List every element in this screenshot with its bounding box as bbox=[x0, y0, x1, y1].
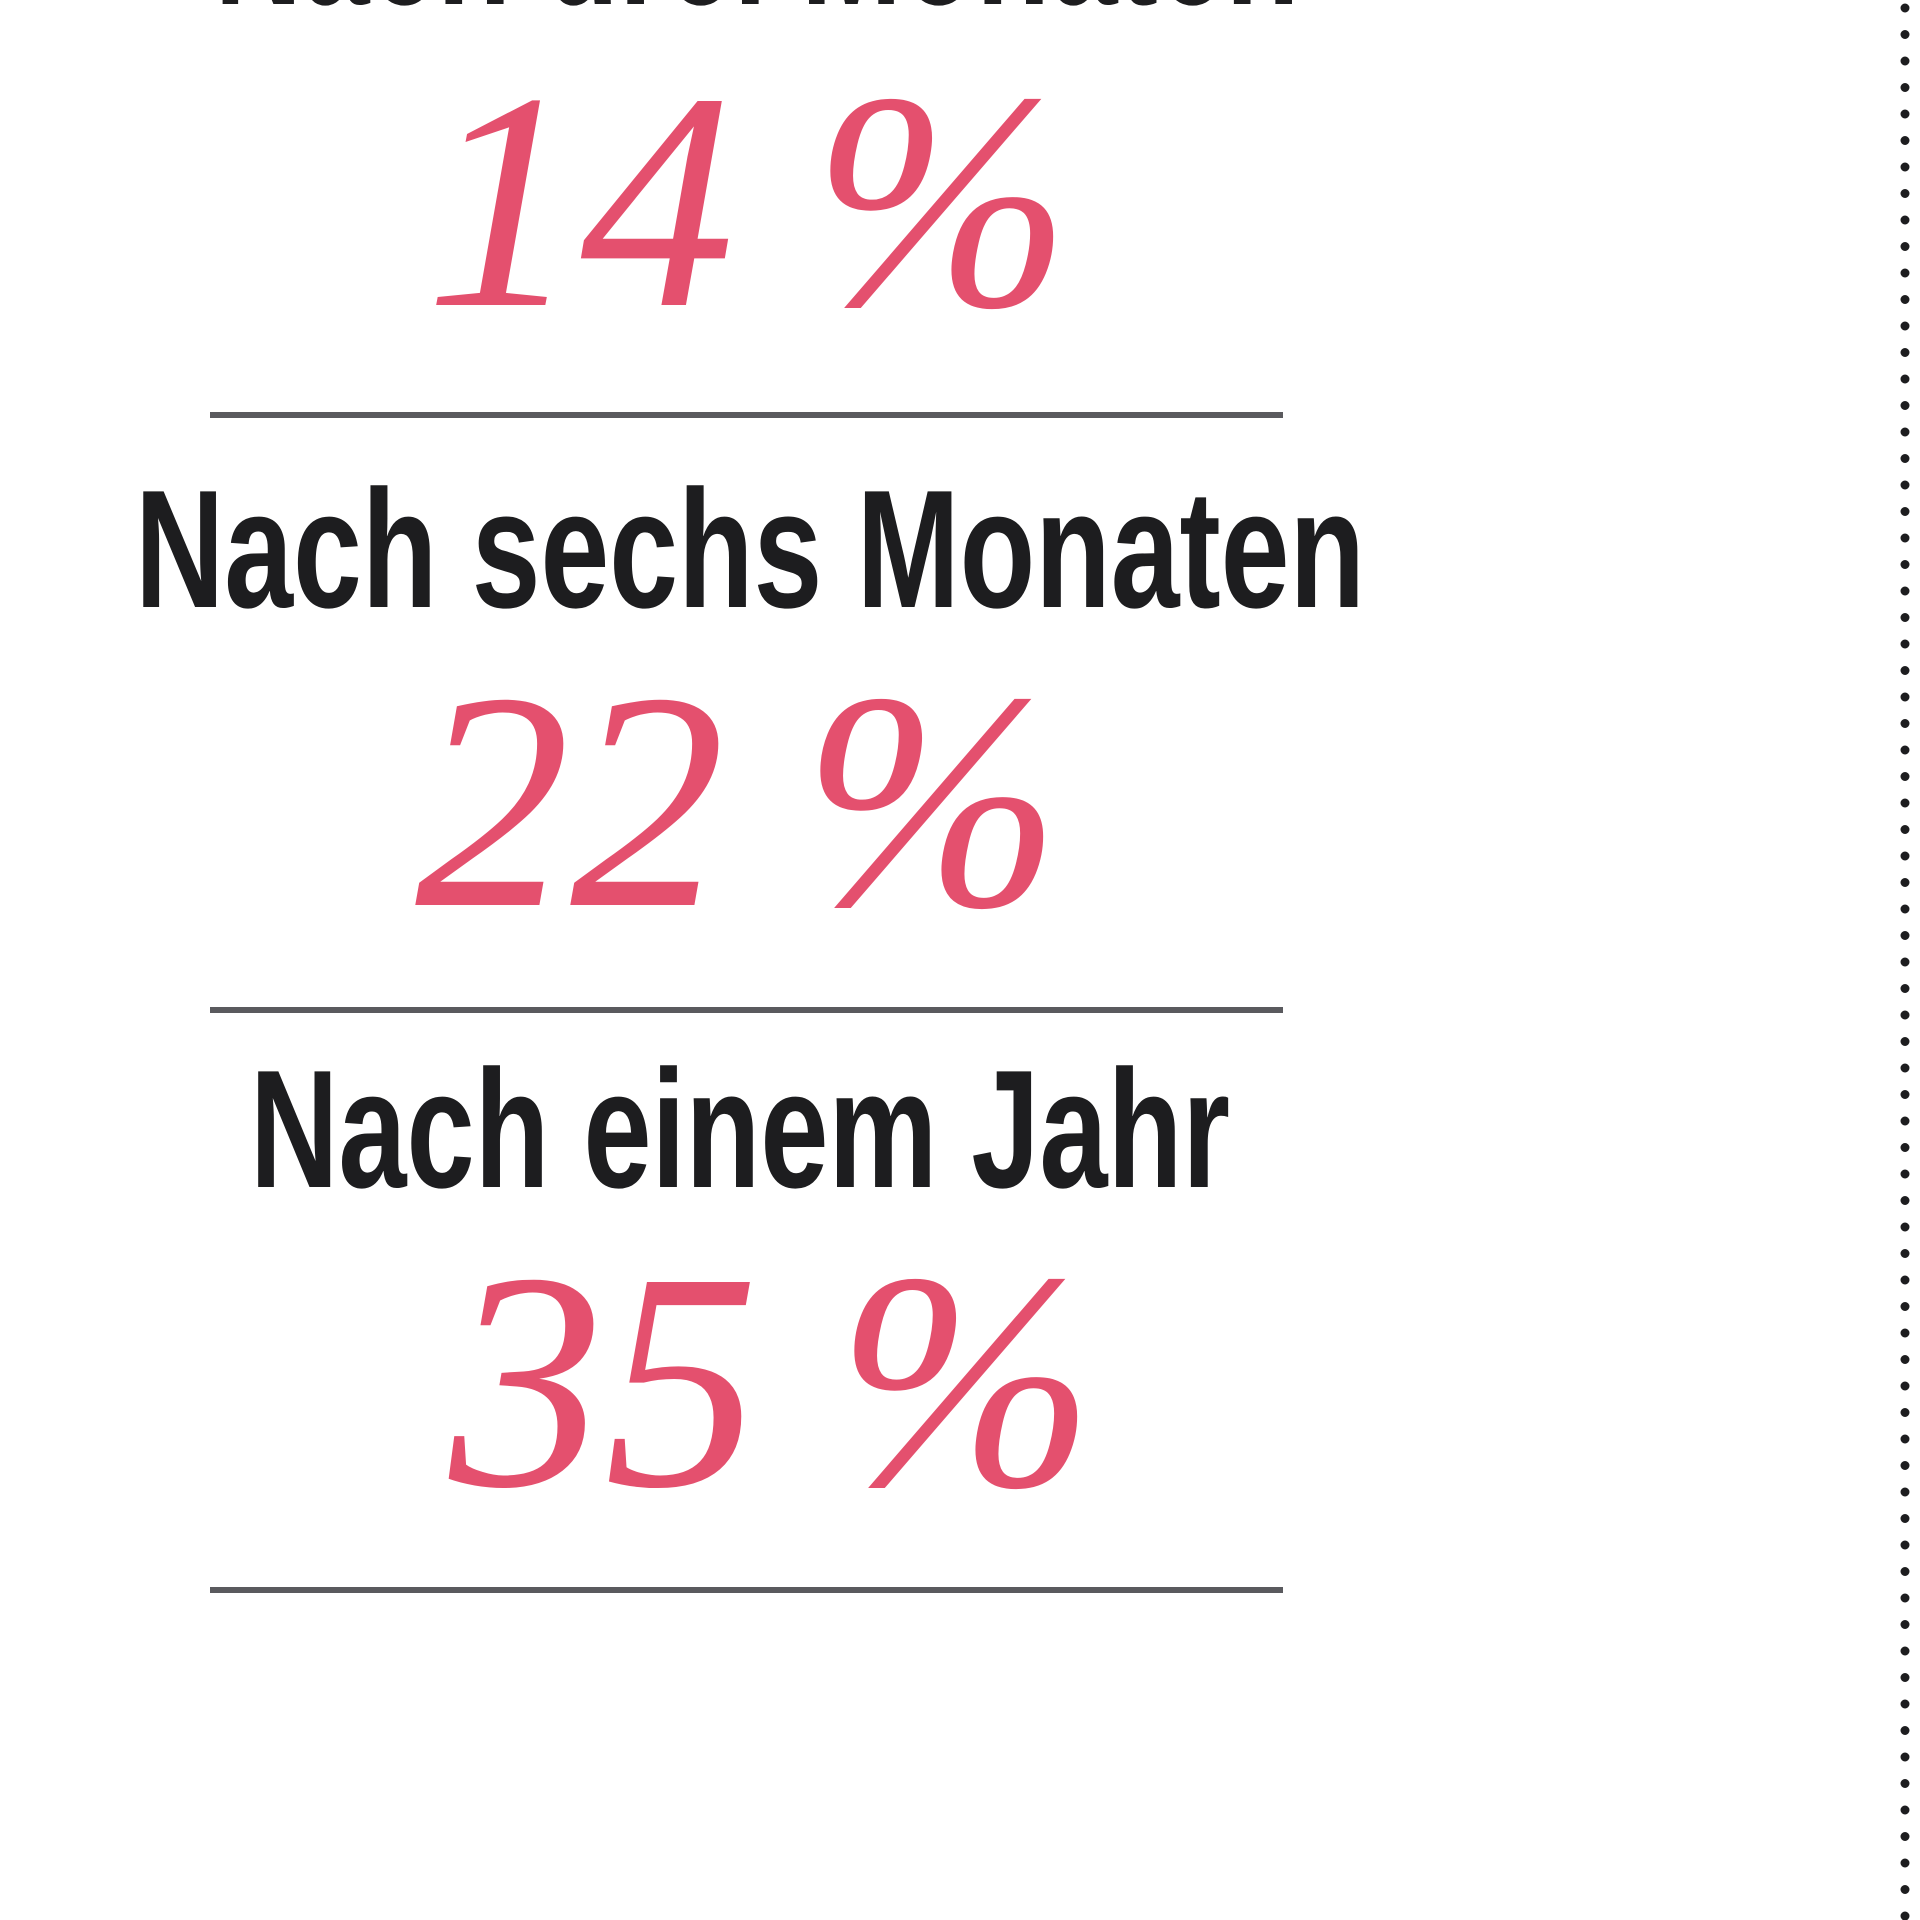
section-value: 22 % bbox=[415, 630, 1061, 973]
section-value: 35 % bbox=[444, 1210, 1095, 1553]
section-heading: Nach sechs Monaten bbox=[135, 455, 1365, 643]
section-heading: Nach einem Jahr bbox=[250, 1035, 1230, 1223]
section-value: 14 % bbox=[425, 30, 1071, 373]
section-heading: Nach drei Monaten bbox=[215, 0, 1300, 40]
